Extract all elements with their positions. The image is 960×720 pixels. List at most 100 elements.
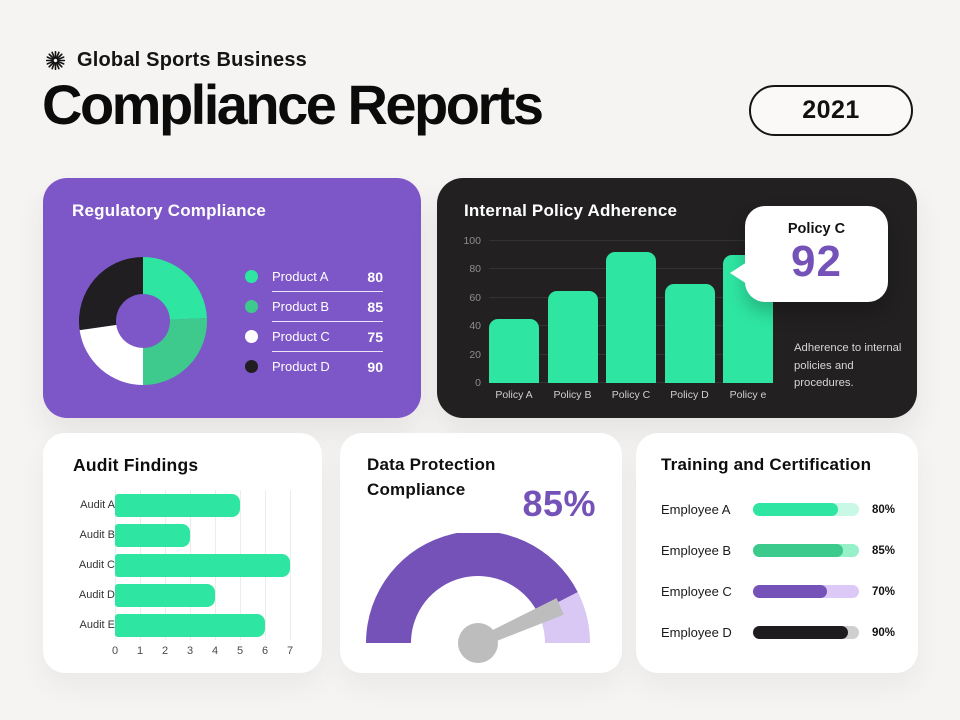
legend-divider: [272, 351, 383, 352]
bar-group: [489, 241, 773, 383]
bar: [115, 583, 215, 607]
x-tick-label: 1: [136, 645, 144, 657]
legend-item: Product D 90: [245, 352, 383, 381]
card-title: Training and Certification: [661, 455, 872, 474]
bar: [547, 290, 598, 383]
bar-row: Audit C: [73, 550, 291, 580]
legend-divider: [272, 291, 383, 292]
legend-item: Product B 85: [245, 292, 383, 321]
card-title: Audit Findings: [73, 455, 199, 475]
legend-divider: [272, 321, 383, 322]
card-title-line2: Compliance: [367, 479, 466, 499]
y-tick-label: 80: [469, 263, 481, 276]
bar: [115, 493, 240, 517]
y-tick-label: 60: [469, 291, 481, 304]
x-tick-label: Policy A: [495, 389, 533, 401]
legend-item: Product A 80: [245, 262, 383, 291]
starburst-icon: [46, 51, 65, 70]
card-title: Data Protection Compliance: [367, 453, 496, 502]
y-tick-label: 0: [475, 377, 481, 389]
progress-percent: 80%: [871, 503, 895, 516]
x-tick-label: Policy D: [670, 389, 709, 401]
progress-fill: [753, 626, 849, 639]
x-tick-label: 6: [261, 645, 269, 657]
bar: [489, 319, 539, 383]
legend-value: 80: [367, 268, 383, 285]
bar: [115, 613, 265, 637]
progress-fill: [753, 503, 838, 516]
x-axis: Policy A Policy B Policy C Policy D Policy e: [489, 389, 773, 401]
card-audit-findings: Audit Findings Audit A Audit B Audit C Audi…: [43, 433, 322, 673]
legend-dot: [245, 330, 258, 343]
bar-row: Audit B: [73, 520, 291, 550]
legend-label: Product C: [272, 329, 330, 344]
progress-fill: [753, 585, 828, 598]
bar-track: [115, 523, 291, 547]
callout-bubble: Policy C 92: [730, 206, 888, 302]
legend-value: 90: [367, 358, 383, 375]
bar-track: [115, 583, 291, 607]
legend-dot: [245, 300, 258, 313]
legend-item: Product C 75: [245, 322, 383, 351]
donut-segment: [79, 324, 143, 385]
gauge-value-label: 85%: [522, 483, 596, 524]
gridline: [489, 240, 773, 241]
year-label: 2021: [802, 96, 860, 124]
bar-label: Audit D: [78, 589, 115, 601]
legend-label: Product A: [272, 269, 329, 284]
card-regulatory-compliance: Regulatory Compliance Product A 80 Product…: [43, 178, 421, 418]
x-tick-label: Policy e: [729, 389, 767, 401]
legend-dot: [245, 360, 258, 373]
legend-value: 85: [367, 298, 383, 315]
donut-segment: [79, 257, 143, 331]
card-title: Regulatory Compliance: [72, 201, 267, 220]
progress-track: [753, 626, 859, 639]
card-internal-policy-adherence: Internal Policy Adherence 0 20 40 60 80 100 P…: [437, 178, 917, 418]
x-tick-label: 7: [286, 645, 294, 657]
x-tick-label: 5: [236, 645, 244, 657]
card-training-certification: Training and Certification Employee A 80%…: [636, 433, 918, 673]
x-tick-label: 4: [211, 645, 219, 657]
progress-percent: 70%: [871, 585, 895, 598]
bar-label: Audit C: [78, 559, 115, 571]
bar-label: Audit B: [79, 529, 115, 541]
bar: [115, 553, 290, 577]
gauge-needle: [475, 598, 564, 648]
card-title-line1: Data Protection: [367, 455, 496, 474]
card-title: Internal Policy Adherence: [464, 201, 678, 220]
progress-label: Employee C: [661, 584, 732, 599]
x-tick-label: 2: [161, 645, 169, 657]
progress-percent: 85%: [871, 544, 895, 557]
x-tick-label: Policy B: [553, 389, 592, 401]
brand-name: Global Sports Business: [77, 49, 308, 71]
progress-track: [753, 585, 859, 598]
card-note: Adherence to internal policies and proce…: [794, 342, 902, 389]
gauge-arc-track: [537, 592, 590, 643]
progress-list: Employee A 80% Employee B 85% Employee C 70% E…: [661, 489, 895, 653]
donut-segment: [143, 317, 207, 385]
bar-track: [115, 493, 291, 517]
progress-fill: [753, 544, 844, 557]
y-tick-label: 20: [469, 348, 481, 361]
bar: [606, 252, 656, 383]
brand-row: Global Sports Business: [46, 49, 307, 72]
progress-row: Employee A 80%: [661, 489, 895, 530]
donut-segment: [143, 257, 207, 320]
legend-value: 75: [367, 328, 383, 345]
y-tick-label: 100: [463, 235, 481, 247]
bar-track: [115, 613, 291, 637]
legend-dot: [245, 270, 258, 283]
bar-chart-plot: [489, 240, 773, 383]
hbar-chart: Audit A Audit B Audit C Audit D Audit E: [73, 490, 291, 640]
bar: [664, 283, 715, 383]
bar-row: Audit E: [73, 610, 291, 640]
card-data-protection-compliance: Data Protection Compliance 85%: [340, 433, 622, 673]
progress-row: Employee D 90%: [661, 612, 895, 653]
y-axis: 0 20 40 60 80 100: [451, 178, 481, 418]
progress-label: Employee B: [661, 543, 732, 558]
callout-tail: [730, 262, 747, 284]
x-tick-label: 0: [111, 645, 119, 657]
bar-label: Audit A: [80, 499, 115, 511]
progress-label: Employee A: [661, 502, 731, 517]
